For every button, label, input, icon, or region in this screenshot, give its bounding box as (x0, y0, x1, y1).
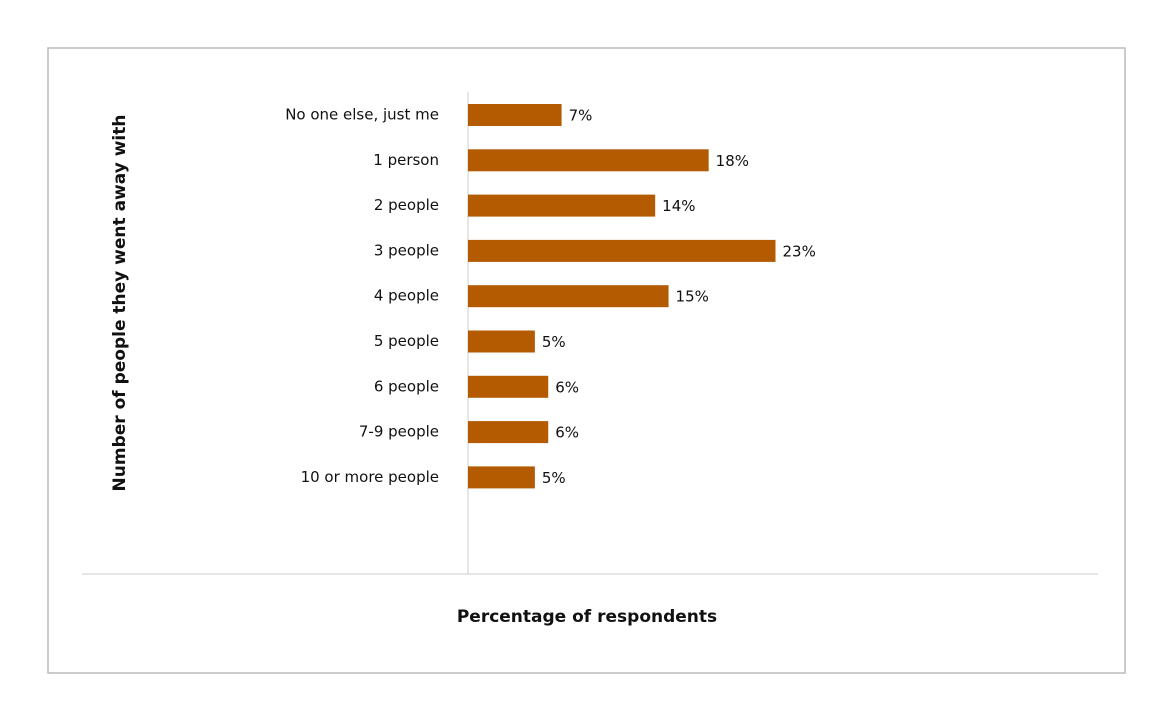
bar (468, 375, 549, 398)
data-label: 5% (542, 469, 566, 487)
bar (468, 104, 562, 126)
bar (468, 285, 669, 308)
y-tick-label: 7-9 people (359, 423, 439, 441)
bar (468, 239, 776, 262)
data-label: 18% (716, 152, 749, 170)
bar (468, 421, 549, 444)
data-label: 14% (662, 197, 695, 215)
chart-frame (47, 47, 1126, 674)
bar (468, 466, 535, 489)
bar (468, 194, 656, 217)
y-axis-title: Number of people they went away with (110, 115, 130, 492)
y-tick-label: 4 people (374, 287, 439, 305)
y-tick-label: 5 people (374, 332, 439, 350)
data-label: 23% (783, 242, 816, 260)
y-tick-label: 10 or more people (301, 468, 439, 486)
bar (468, 330, 535, 353)
data-label: 6% (555, 378, 579, 396)
y-tick-label: 2 people (374, 196, 439, 214)
x-axis-title: Percentage of respondents (457, 607, 717, 627)
data-label: 15% (676, 288, 709, 306)
data-label: 5% (542, 333, 566, 351)
data-label: 7% (569, 107, 593, 125)
bar (468, 149, 709, 172)
y-tick-label: 1 person (373, 151, 439, 169)
data-label: 6% (555, 424, 579, 442)
y-tick-label: No one else, just me (285, 106, 439, 124)
y-tick-label: 6 people (374, 377, 439, 395)
y-tick-label: 3 people (374, 241, 439, 259)
